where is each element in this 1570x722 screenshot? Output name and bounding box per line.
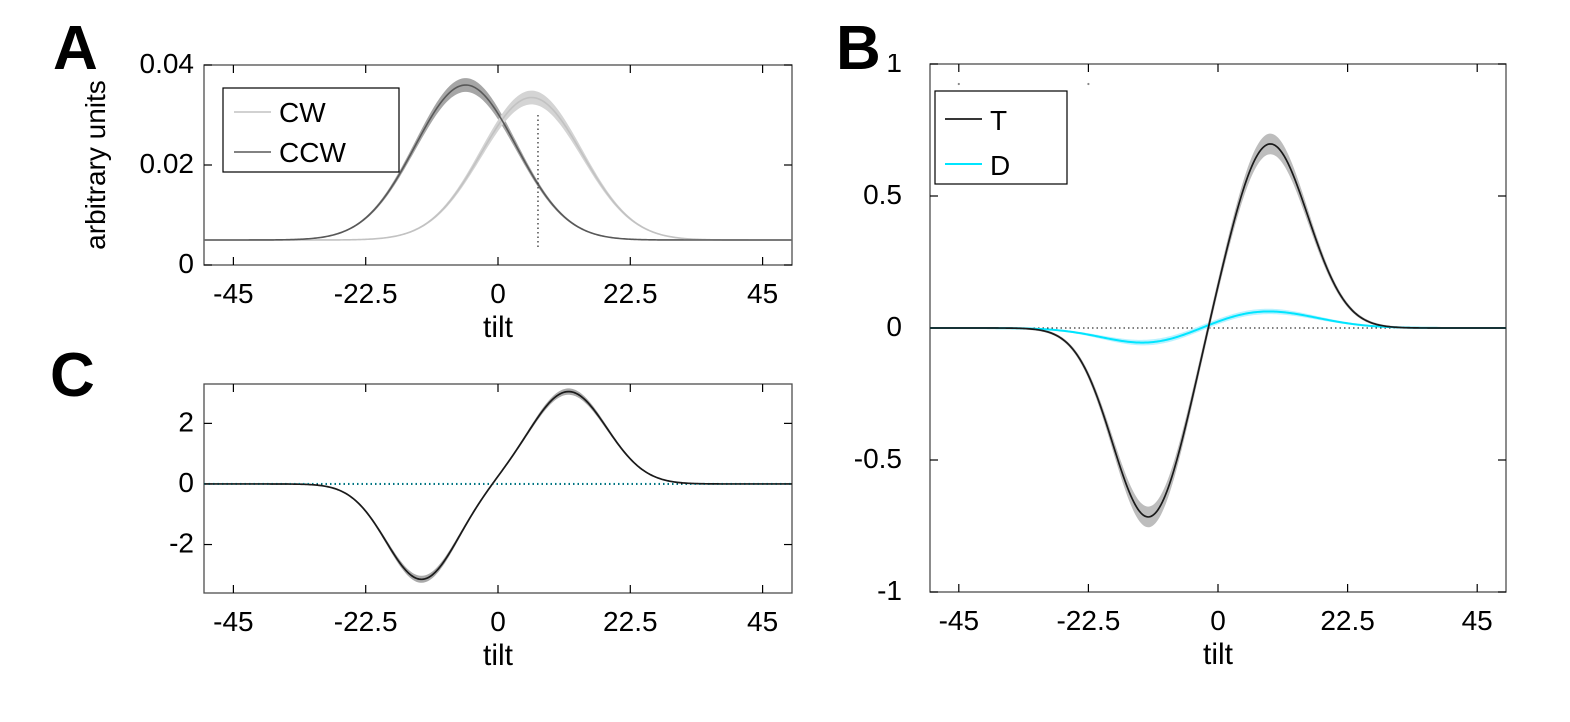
svg-text:45: 45 bbox=[747, 606, 778, 637]
svg-text:45: 45 bbox=[1462, 605, 1493, 636]
svg-text:-45: -45 bbox=[213, 278, 253, 309]
svg-text:arbitrary units: arbitrary units bbox=[80, 80, 111, 250]
svg-text:-45: -45 bbox=[939, 605, 979, 636]
svg-text:0.04: 0.04 bbox=[140, 48, 195, 79]
svg-text:0: 0 bbox=[490, 606, 506, 637]
svg-text:CW: CW bbox=[279, 97, 326, 128]
svg-text:45: 45 bbox=[747, 278, 778, 309]
svg-text:0: 0 bbox=[1210, 605, 1226, 636]
svg-text:-22.5: -22.5 bbox=[334, 278, 398, 309]
svg-text:0.5: 0.5 bbox=[863, 179, 902, 210]
svg-text:0: 0 bbox=[886, 311, 902, 342]
svg-text:22.5: 22.5 bbox=[1320, 605, 1375, 636]
svg-text:tilt: tilt bbox=[483, 639, 514, 672]
svg-text:-45: -45 bbox=[213, 606, 253, 637]
svg-text:0: 0 bbox=[178, 467, 194, 498]
svg-text:0: 0 bbox=[490, 278, 506, 309]
svg-text:-0.5: -0.5 bbox=[854, 443, 902, 474]
svg-text:CCW: CCW bbox=[279, 137, 346, 168]
svg-text:1: 1 bbox=[886, 54, 902, 78]
svg-text:T: T bbox=[990, 105, 1007, 136]
svg-text:0.02: 0.02 bbox=[140, 148, 195, 179]
svg-text:-22.5: -22.5 bbox=[334, 606, 398, 637]
svg-text:tilt: tilt bbox=[483, 311, 514, 344]
svg-text:2: 2 bbox=[178, 406, 194, 437]
svg-text:tilt: tilt bbox=[1203, 638, 1234, 671]
svg-text:22.5: 22.5 bbox=[603, 606, 658, 637]
svg-text:-22.5: -22.5 bbox=[1056, 605, 1120, 636]
svg-text:0: 0 bbox=[178, 248, 194, 279]
svg-text:-2: -2 bbox=[169, 528, 194, 559]
svg-text:D: D bbox=[990, 150, 1010, 181]
svg-text:22.5: 22.5 bbox=[603, 278, 658, 309]
svg-text:-1: -1 bbox=[877, 575, 902, 606]
